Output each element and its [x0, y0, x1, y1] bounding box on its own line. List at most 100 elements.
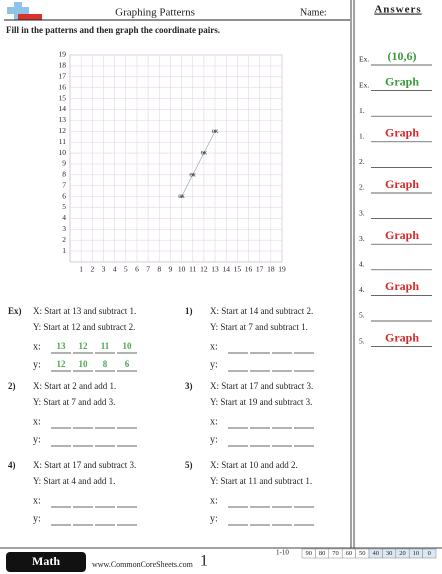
y-tick-label: 18 — [59, 61, 67, 70]
score: 20 — [399, 550, 406, 557]
point — [213, 130, 217, 133]
problem-label: 1) — [185, 306, 193, 316]
y-tick-label: 13 — [59, 115, 67, 124]
y-tick-label: 19 — [59, 50, 67, 59]
x-tick-label: 3 — [102, 265, 106, 274]
x-tick-label: 8 — [157, 265, 161, 274]
answer-label: Ex. — [359, 80, 369, 89]
y-tick-label: 11 — [59, 137, 66, 146]
x-rule: X: Start at 10 and add 2. — [210, 460, 298, 470]
y-tick-label: 2 — [62, 235, 66, 244]
problem-label: 2) — [8, 381, 16, 391]
pattern-line — [181, 131, 216, 197]
answer: Graph — [385, 126, 419, 140]
answer-label: 4. — [359, 285, 365, 294]
x-tick-label: 11 — [189, 265, 196, 274]
score: 10 — [413, 550, 420, 557]
x-tick-label: 19 — [278, 265, 286, 274]
score-range: 1-10 — [276, 549, 289, 557]
score: 60 — [346, 550, 353, 557]
x-rule: X: Start at 13 and subtract 1. — [33, 306, 136, 316]
answer-label: 5. — [359, 336, 365, 345]
brand: Math — [32, 554, 60, 568]
y-label: y: — [210, 513, 218, 524]
x-value: 13 — [57, 341, 67, 351]
y-tick-label: 16 — [59, 82, 67, 91]
score: 40 — [372, 550, 379, 557]
answer-label: 1. — [359, 106, 365, 115]
x-label: x: — [33, 341, 41, 352]
answer-label: 3. — [359, 208, 365, 217]
point — [191, 173, 194, 177]
y-tick-label: 14 — [59, 104, 67, 113]
x-tick-label: 6 — [135, 265, 139, 274]
title: Graphing Patterns — [115, 7, 195, 19]
point-label: ex — [189, 170, 196, 178]
x-tick-label: 5 — [124, 265, 128, 274]
point — [180, 195, 183, 198]
x-tick-label: 12 — [200, 265, 208, 274]
y-label: y: — [210, 434, 218, 445]
logo — [7, 2, 42, 20]
y-tick-label: 1 — [62, 246, 66, 255]
y-tick-label: 5 — [62, 202, 66, 211]
x-tick-label: 15 — [234, 265, 242, 274]
problem-label: 4) — [8, 460, 16, 470]
y-label: y: — [33, 513, 41, 524]
site: www.CommonCoreSheets.com — [92, 560, 194, 569]
point-label: ex — [212, 127, 219, 135]
score: 0 — [428, 550, 431, 557]
y-rule: Y: Start at 7 and add 3. — [33, 397, 115, 407]
x-value: 10 — [123, 341, 133, 351]
answer: Graph — [385, 279, 419, 293]
x-tick-label: 7 — [146, 265, 150, 274]
x-tick-label: 14 — [222, 265, 230, 274]
name-label: Name: — [300, 7, 327, 18]
x-tick-label: 9 — [169, 265, 173, 274]
score: 70 — [332, 550, 339, 557]
point — [202, 151, 206, 155]
answer-label: 5. — [359, 311, 365, 320]
answer: Graph — [385, 74, 419, 88]
y-tick-label: 7 — [62, 180, 66, 189]
answer-label: 2. — [359, 183, 365, 192]
answer: Graph — [385, 177, 419, 191]
instructions: Fill in the patterns and then graph the … — [6, 25, 220, 35]
y-tick-label: 12 — [59, 126, 67, 135]
answers-title: Answers — [374, 4, 421, 16]
x-tick-label: 4 — [113, 265, 117, 274]
x-label: x: — [210, 416, 218, 427]
y-tick-label: 6 — [62, 191, 66, 200]
y-tick-label: 3 — [62, 224, 66, 233]
problem-label: Ex) — [8, 306, 22, 316]
y-value: 6 — [125, 359, 130, 369]
y-value: 12 — [57, 359, 67, 369]
x-tick-label: 13 — [211, 265, 219, 274]
answer: Graph — [385, 228, 419, 242]
y-tick-label: 10 — [59, 148, 67, 157]
score: 80 — [319, 550, 326, 557]
y-rule: Y: Start at 19 and subtract 3. — [210, 397, 312, 407]
answer: Graph — [385, 330, 419, 344]
problem-label: 5) — [185, 460, 193, 470]
y-label: y: — [210, 359, 218, 370]
x-label: x: — [33, 495, 41, 506]
x-tick-label: 10 — [178, 265, 186, 274]
answer-label: Ex. — [359, 55, 369, 64]
x-label: x: — [210, 341, 218, 352]
y-rule: Y: Start at 12 and subtract 2. — [33, 322, 135, 332]
x-label: x: — [33, 416, 41, 427]
answer-label: 4. — [359, 260, 365, 269]
y-tick-label: 4 — [62, 213, 66, 222]
x-tick-label: 1 — [79, 265, 83, 274]
x-rule: X: Start at 2 and add 1. — [33, 381, 116, 391]
point-label: ex — [201, 149, 208, 157]
answer-label: 2. — [359, 157, 365, 166]
x-label: x: — [210, 495, 218, 506]
answer-label: 3. — [359, 234, 365, 243]
y-tick-label: 17 — [59, 72, 67, 81]
score: 90 — [305, 550, 312, 557]
problem-label: 3) — [185, 381, 193, 391]
